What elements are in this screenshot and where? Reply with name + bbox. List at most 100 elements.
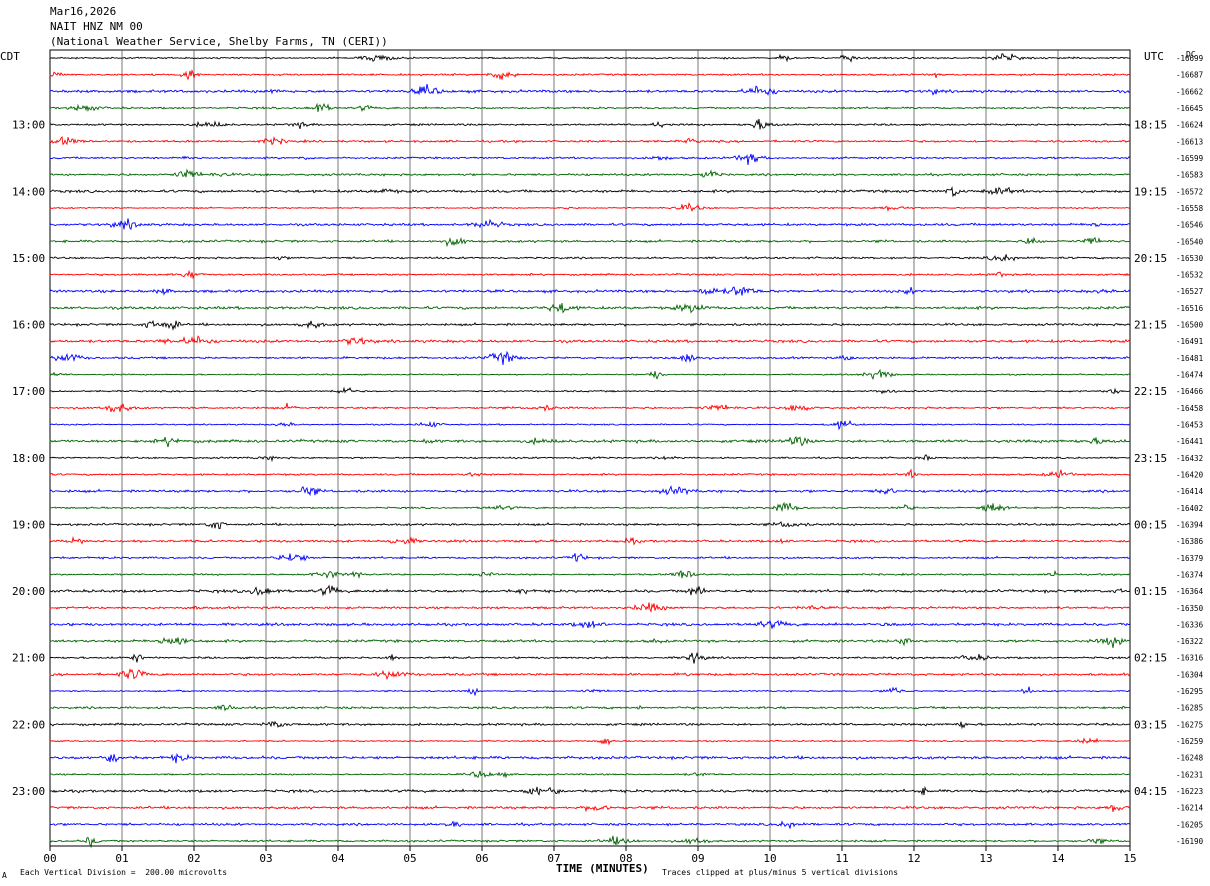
trace-line — [49, 485, 1131, 497]
left-hour-label: 22:00 — [12, 718, 45, 731]
trace-line — [49, 368, 1131, 381]
trace-line — [49, 686, 1131, 697]
right-hour-label: 04:15 — [1134, 785, 1167, 798]
trace-line — [49, 454, 1131, 463]
trace-line — [49, 269, 1131, 280]
trace-line — [49, 752, 1131, 764]
trace-line — [49, 102, 1131, 113]
dc-offset-label: -16481 — [1176, 354, 1203, 363]
left-hour-label: 23:00 — [12, 785, 45, 798]
plot-date: Mar16,2026 — [50, 5, 117, 18]
trace-line — [49, 521, 1131, 530]
dc-offset-label: -16441 — [1176, 437, 1203, 446]
left-hour-label: 15:00 — [12, 252, 45, 265]
dc-offset-label: -16645 — [1176, 104, 1203, 113]
trace-line — [49, 402, 1131, 413]
dc-offset-label: -16599 — [1176, 154, 1203, 163]
dc-offset-label: -16402 — [1176, 504, 1203, 513]
trace-line — [49, 186, 1131, 198]
trace-line — [49, 153, 1131, 165]
dc-offset-label: -16558 — [1176, 204, 1204, 213]
dc-offset-label: -16540 — [1176, 237, 1204, 246]
dc-offset-label: -16322 — [1176, 637, 1203, 646]
station-agency: (National Weather Service, Shelby Farms,… — [50, 35, 388, 48]
left-hour-label: 21:00 — [12, 652, 45, 665]
trace-line — [49, 236, 1130, 248]
scale-note: Each Vertical Division = 200.00 microvol… — [20, 868, 228, 877]
trace-line — [49, 135, 1131, 146]
trace-line — [49, 820, 1131, 829]
trace-line — [49, 53, 1130, 63]
x-tick-label: 08 — [619, 852, 632, 865]
plot-frame — [49, 49, 1131, 847]
x-tick-label: 14 — [1051, 852, 1065, 865]
right-hour-label: 02:15 — [1134, 652, 1167, 665]
dc-offset-label: -16546 — [1176, 221, 1204, 230]
dc-offset-label: -16350 — [1176, 604, 1204, 613]
right-hour-label: 22:15 — [1134, 385, 1167, 398]
x-tick-label: 02 — [187, 852, 200, 865]
trace-line — [49, 84, 1131, 96]
trace-line — [49, 202, 1131, 213]
dc-offset-label: -16336 — [1176, 620, 1204, 629]
dc-offset-label: -16275 — [1176, 720, 1203, 729]
trace-line — [49, 254, 1131, 262]
left-hour-label: 20:00 — [12, 585, 45, 598]
right-hour-label: 00:15 — [1134, 518, 1167, 531]
trace-line — [49, 468, 1131, 479]
trace-line — [49, 619, 1131, 630]
right-hour-label: 01:15 — [1134, 585, 1167, 598]
right-hour-label: 18:15 — [1134, 119, 1167, 132]
right-hour-label: 19:15 — [1134, 185, 1167, 198]
dc-offset-label: -16190 — [1176, 837, 1204, 846]
dc-offset-label: -16223 — [1176, 787, 1203, 796]
x-tick-label: 12 — [907, 852, 920, 865]
dc-offset-label: -16205 — [1176, 820, 1203, 829]
dc-offset-label: -16466 — [1176, 387, 1204, 396]
trace-line — [49, 770, 1131, 779]
trace-line — [49, 668, 1131, 681]
dc-offset-label: -16613 — [1176, 137, 1203, 146]
trace-line — [49, 168, 1131, 178]
dc-offset-label: -16316 — [1176, 654, 1204, 663]
dc-offset-label: -16527 — [1176, 287, 1203, 296]
dc-offset-label: -16491 — [1176, 337, 1203, 346]
corner-mark: A — [2, 871, 7, 880]
right-timezone: UTC — [1144, 50, 1164, 63]
dc-offset-label: -16474 — [1176, 371, 1204, 380]
dc-offset-label: -16364 — [1176, 587, 1204, 596]
trace-line — [49, 319, 1131, 331]
trace-line — [49, 118, 1131, 130]
clip-note: Traces clipped at plus/minus 5 vertical … — [662, 868, 899, 877]
station-code: NAIT HNZ NM 00 — [50, 20, 143, 33]
dc-offset-label: -16285 — [1176, 704, 1203, 713]
trace-line — [49, 553, 1131, 562]
left-timezone: CDT — [0, 50, 20, 63]
x-tick-label: 13 — [979, 852, 992, 865]
dc-offset-label: -16687 — [1176, 71, 1203, 80]
left-hour-label: 16:00 — [12, 319, 45, 332]
trace-line — [49, 835, 1131, 849]
trace-line — [49, 218, 1131, 230]
trace-line — [49, 785, 1131, 796]
left-hour-label: 13:00 — [12, 119, 45, 132]
trace-line — [49, 584, 1131, 597]
dc-offset-label: -16662 — [1176, 87, 1203, 96]
dc-offset-label: -16500 — [1176, 321, 1204, 330]
dc-offset-label: -16532 — [1176, 271, 1203, 280]
right-hour-label: 23:15 — [1134, 452, 1167, 465]
dc-offset-label: -16248 — [1176, 754, 1204, 763]
dc-offset-label: -16414 — [1176, 487, 1204, 496]
dc-offset-label: -16231 — [1176, 770, 1203, 779]
trace-line — [49, 720, 1131, 730]
trace-line — [49, 704, 1131, 712]
dc-offset-label: -16304 — [1176, 670, 1204, 679]
dc-offset-label: -16572 — [1176, 187, 1203, 196]
dc-offset-label: -16432 — [1176, 454, 1203, 463]
x-tick-label: 11 — [835, 852, 848, 865]
trace-line — [49, 335, 1131, 346]
left-hour-label: 18:00 — [12, 452, 45, 465]
dc-offset-label: -16259 — [1176, 737, 1203, 746]
trace-line — [49, 350, 1130, 365]
